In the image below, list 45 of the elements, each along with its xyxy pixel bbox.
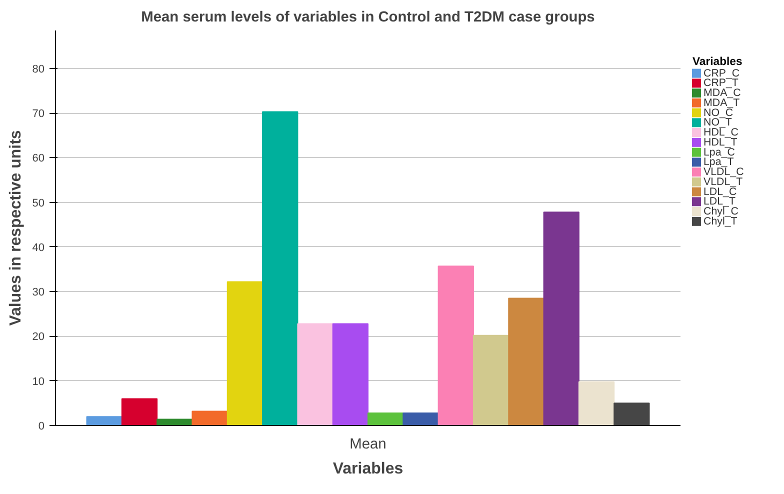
bar <box>578 381 615 426</box>
legend-title: Variables <box>692 56 742 68</box>
bar <box>297 323 334 426</box>
legend-label: VLDL_C <box>704 166 744 178</box>
legend-label: Chyl_C <box>704 206 739 218</box>
legend-label: Lpa_C <box>704 146 736 158</box>
bar <box>192 410 228 426</box>
bar <box>402 412 439 426</box>
bar <box>368 412 404 426</box>
y-tick-label: 10 <box>32 376 45 388</box>
bar <box>86 416 122 426</box>
legend-label: LDL_C <box>704 186 737 198</box>
legend-label: HDL_T <box>704 136 738 148</box>
chart-title: Mean serum levels of variables in Control and T2DM case groups <box>141 10 595 26</box>
legend-label: MDA_C <box>704 87 742 100</box>
legend-label: Chyl_T <box>704 215 738 228</box>
y-tick-label: 80 <box>32 63 45 76</box>
legend-label: HDL_C <box>704 126 739 139</box>
bar <box>508 298 544 426</box>
legend-label: LDL_T <box>704 196 736 208</box>
x-axis-title: Variables <box>332 460 404 478</box>
bar <box>262 111 298 426</box>
y-tick-label: 50 <box>32 197 45 210</box>
legend-label: VLDL_T <box>704 176 744 188</box>
bar <box>121 398 158 426</box>
bar <box>543 212 580 426</box>
legend-label: NO_T <box>704 116 732 129</box>
bar <box>614 402 650 426</box>
y-tick-label: 40 <box>32 242 45 254</box>
legend-label: MDA_T <box>704 96 740 109</box>
bar <box>472 334 510 426</box>
legend-label: Lpa_T <box>704 156 734 168</box>
bar <box>332 323 368 426</box>
y-tick-label: 60 <box>32 152 45 165</box>
y-axis-title: Values in respective units <box>7 130 24 326</box>
bar <box>226 281 264 426</box>
bar <box>438 266 474 426</box>
legend-label: NO_C <box>704 106 734 119</box>
legend-label: CRP_T <box>704 77 739 90</box>
y-tick-label: 0 <box>38 420 45 432</box>
y-tick-label: 70 <box>32 108 45 120</box>
y-tick-label: 20 <box>32 331 45 344</box>
y-tick-label: 30 <box>32 286 45 299</box>
x-tick-label: Mean <box>350 436 386 452</box>
legend-label: CRP_C <box>704 67 740 80</box>
